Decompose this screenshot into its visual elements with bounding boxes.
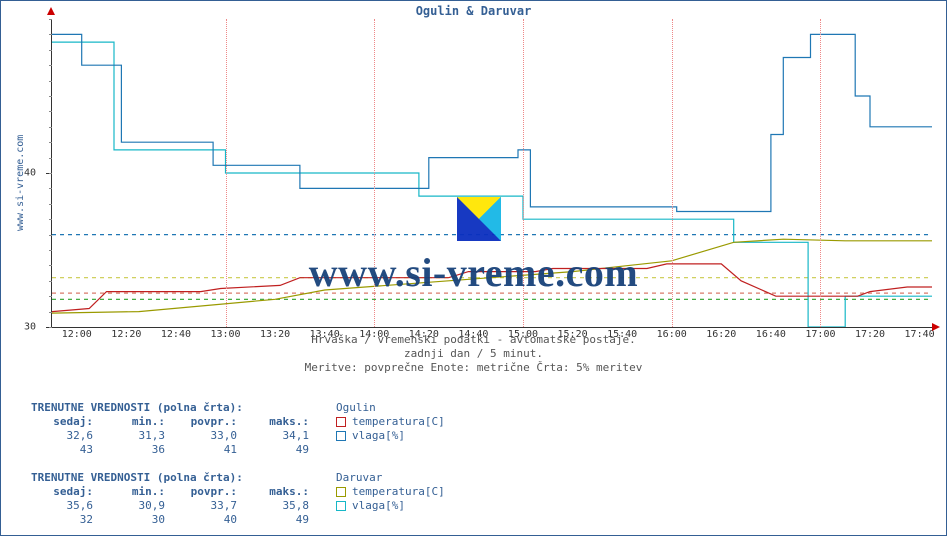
legend-label: temperatura[C]	[352, 485, 445, 499]
caption-line: Hrvaška / vremenski podatki - avtomatske…	[1, 333, 946, 347]
y-tick-label: 40	[24, 168, 36, 179]
legend-item: vlaga[%]	[336, 499, 445, 513]
stats-cell: 40	[175, 513, 247, 527]
stats-col: sedaj:	[31, 415, 103, 429]
legend-swatch	[336, 431, 346, 441]
chart-title: Ogulin & Daruvar	[1, 4, 946, 18]
hour-gridline	[374, 19, 375, 327]
caption-line: zadnji dan / 5 minut.	[1, 347, 946, 361]
legend-item: temperatura[C]	[336, 415, 445, 429]
stats-cell: 33,7	[175, 499, 247, 513]
stats-col: sedaj:	[31, 485, 103, 499]
legend-label: vlaga[%]	[352, 429, 405, 443]
stats-cell: 32,6	[31, 429, 103, 443]
legend-swatch	[336, 487, 346, 497]
plot-area: 12:0012:2012:4013:0013:2013:4014:0014:20…	[51, 19, 932, 328]
stats-cell: 41	[175, 443, 247, 457]
stats-col: maks.:	[247, 415, 319, 429]
stats-table: sedaj:min.:povpr.:maks.: 32,631,333,034,1…	[31, 415, 319, 457]
stats-header: TRENUTNE VREDNOSTI (polna črta):	[31, 471, 319, 485]
stats-cell: 49	[247, 513, 319, 527]
legend-item: vlaga[%]	[336, 429, 445, 443]
chart-container: Ogulin & Daruvar www.si-vreme.com 12:001…	[0, 0, 947, 536]
chart-caption: Hrvaška / vremenski podatki - avtomatske…	[1, 333, 946, 375]
legend-block: Ogulintemperatura[C]vlaga[%]	[336, 401, 445, 443]
caption-line: Meritve: povprečne Enote: metrične Črta:…	[1, 361, 946, 375]
stats-cell: 49	[247, 443, 319, 457]
legend-label: vlaga[%]	[352, 499, 405, 513]
stats-col: povpr.:	[175, 485, 247, 499]
hour-gridline	[672, 19, 673, 327]
stats-block: TRENUTNE VREDNOSTI (polna črta):sedaj:mi…	[31, 401, 319, 457]
y-axis-arrow	[47, 7, 55, 15]
legend-item: temperatura[C]	[336, 485, 445, 499]
stats-table: sedaj:min.:povpr.:maks.: 35,630,933,735,8…	[31, 485, 319, 527]
stats-col: maks.:	[247, 485, 319, 499]
legend-swatch	[336, 501, 346, 511]
stats-cell: 35,6	[31, 499, 103, 513]
hour-gridline	[820, 19, 821, 327]
stats-cell: 35,8	[247, 499, 319, 513]
legend-block: Daruvartemperatura[C]vlaga[%]	[336, 471, 445, 513]
y-axis-title: www.si-vreme.com	[15, 135, 26, 231]
stats-cell: 43	[31, 443, 103, 457]
legend-name: Daruvar	[336, 471, 445, 485]
stats-cell: 30	[103, 513, 175, 527]
stats-cell: 31,3	[103, 429, 175, 443]
legend-name: Ogulin	[336, 401, 445, 415]
stats-col: min.:	[103, 415, 175, 429]
hour-gridline	[523, 19, 524, 327]
plot-svg	[52, 19, 932, 327]
y-tick-label: 30	[24, 322, 36, 333]
legend-label: temperatura[C]	[352, 415, 445, 429]
stats-cell: 34,1	[247, 429, 319, 443]
stats-cell: 36	[103, 443, 175, 457]
x-axis-arrow	[932, 323, 940, 331]
stats-col: povpr.:	[175, 415, 247, 429]
stats-cell: 32	[31, 513, 103, 527]
stats-cell: 33,0	[175, 429, 247, 443]
hour-gridline	[226, 19, 227, 327]
stats-col: min.:	[103, 485, 175, 499]
stats-block: TRENUTNE VREDNOSTI (polna črta):sedaj:mi…	[31, 471, 319, 527]
legend-swatch	[336, 417, 346, 427]
stats-header: TRENUTNE VREDNOSTI (polna črta):	[31, 401, 319, 415]
stats-cell: 30,9	[103, 499, 175, 513]
